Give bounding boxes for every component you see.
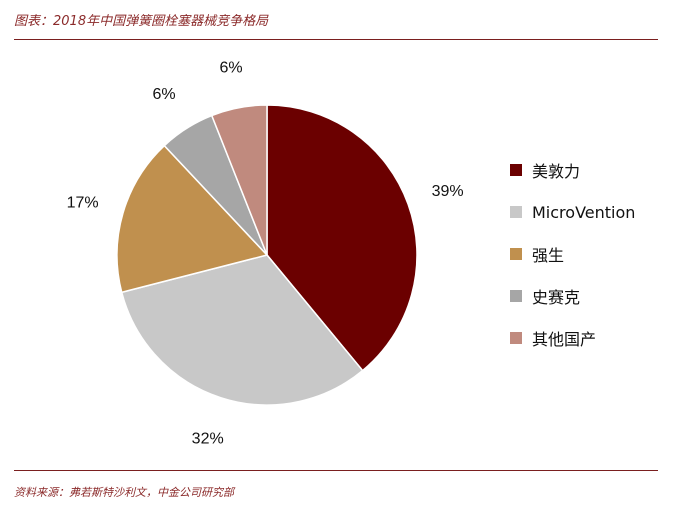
source-note: 资料来源：弗若斯特沙利文，中金公司研究部	[14, 486, 234, 499]
pie-chart: 39% 32% 17% 6% 6%	[67, 59, 464, 448]
legend-swatch	[510, 164, 522, 176]
legend-label: MicroVention	[532, 202, 636, 222]
legend-swatch	[510, 248, 522, 260]
legend-item-domestic-other: 其他国产	[510, 328, 635, 349]
legend-item-stryker: 史赛克	[510, 286, 635, 307]
legend: 美敦力 MicroVention 强生 史赛克 其他国产	[510, 160, 635, 370]
legend-item-medtronic: 美敦力	[510, 160, 635, 181]
legend-label: 强生	[532, 246, 565, 265]
pie-label-stryker: 6%	[153, 86, 176, 103]
top-rule	[14, 39, 658, 40]
pie-slice-domestic-other	[210, 104, 268, 256]
legend-label: 美敦力	[532, 162, 581, 181]
legend-swatch	[510, 206, 522, 218]
pie-slice-microvention	[120, 254, 364, 406]
legend-swatch	[510, 290, 522, 302]
legend-item-microvention: MicroVention	[510, 202, 635, 222]
pie-label-jnj: 17%	[67, 194, 99, 211]
legend-label: 其他国产	[532, 330, 597, 349]
pie-label-medtronic: 39%	[432, 183, 464, 200]
bottom-rule	[14, 470, 658, 471]
pie-label-microvention: 32%	[192, 431, 224, 448]
legend-label: 史赛克	[532, 288, 581, 307]
pie-slice-medtronic	[266, 104, 418, 372]
chart-title: 图表：2018年中国弹簧圈栓塞器械竞争格局	[14, 14, 269, 29]
pie-slice-jnj	[116, 144, 269, 294]
legend-swatch	[510, 332, 522, 344]
pie-label-domestic-other: 6%	[219, 59, 242, 76]
legend-item-jnj: 强生	[510, 244, 635, 265]
